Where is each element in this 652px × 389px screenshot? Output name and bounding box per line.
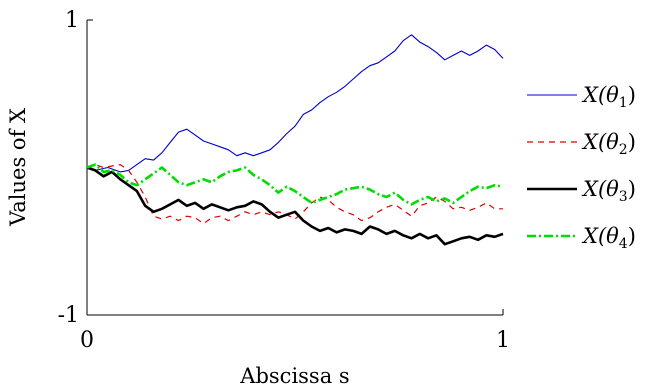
legend: X(θ1) X(θ2) X(θ3) X(θ4) bbox=[527, 83, 636, 252]
legend-label-1: X(θ1) bbox=[581, 83, 636, 111]
x-axis-label: Abscissa s bbox=[239, 364, 349, 388]
y-tick-label-0: -1 bbox=[58, 303, 79, 328]
legend-label-3: X(θ3) bbox=[581, 177, 636, 205]
x-tick-label-1: 1 bbox=[496, 328, 510, 353]
series-line-1 bbox=[86, 34, 504, 173]
series-line-3 bbox=[86, 166, 504, 246]
series-lines bbox=[86, 34, 504, 246]
legend-label-4: X(θ4) bbox=[581, 224, 636, 252]
plot-area: 0 1 -1 1 bbox=[58, 8, 510, 353]
legend-label-2: X(θ2) bbox=[581, 130, 636, 158]
series-line-4 bbox=[86, 163, 504, 206]
y-tick-label-1: 1 bbox=[65, 8, 79, 33]
axis-ticks: 0 1 -1 1 bbox=[58, 8, 510, 353]
series-line-2 bbox=[86, 164, 503, 225]
x-tick-label-0: 0 bbox=[80, 328, 94, 353]
y-axis-label: Values of X bbox=[6, 108, 30, 227]
